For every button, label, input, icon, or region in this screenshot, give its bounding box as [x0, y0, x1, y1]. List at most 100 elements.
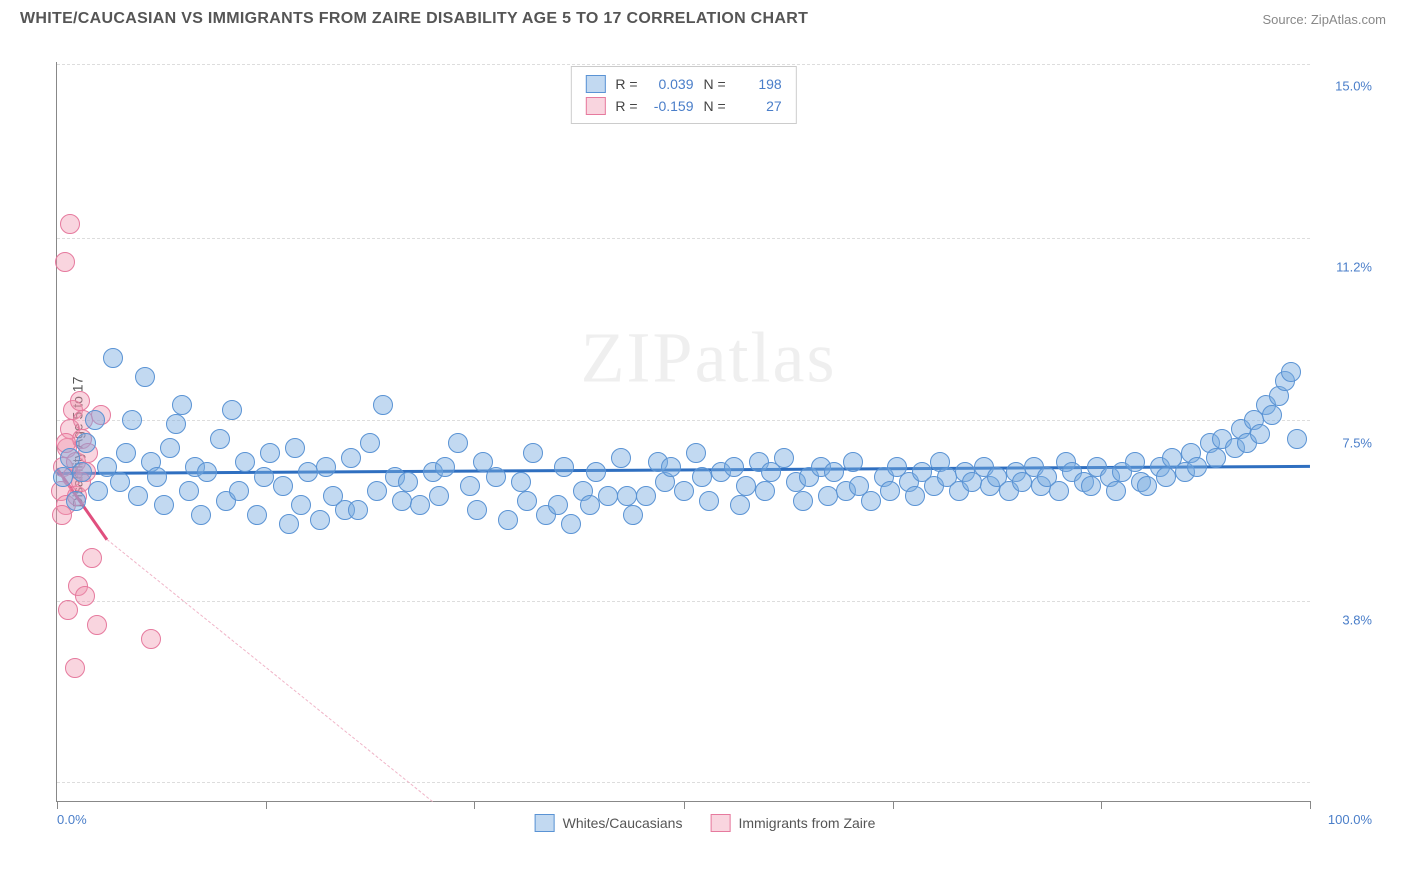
data-point — [674, 481, 694, 501]
data-point — [1187, 457, 1207, 477]
data-point — [82, 548, 102, 568]
x-label-left: 0.0% — [57, 812, 87, 827]
data-point — [298, 462, 318, 482]
data-point — [348, 500, 368, 520]
data-point — [316, 457, 336, 477]
legend-item-1: Whites/Caucasians — [535, 814, 683, 832]
data-point — [1262, 405, 1282, 425]
x-tick — [474, 801, 475, 809]
data-point — [55, 252, 75, 272]
data-point — [1281, 362, 1301, 382]
data-point — [398, 472, 418, 492]
data-point — [448, 433, 468, 453]
data-point — [172, 395, 192, 415]
data-point — [235, 452, 255, 472]
data-point — [824, 462, 844, 482]
swatch-bottom-2 — [710, 814, 730, 832]
data-point — [373, 395, 393, 415]
data-point — [75, 586, 95, 606]
data-point — [692, 467, 712, 487]
x-tick — [1310, 801, 1311, 809]
data-point — [222, 400, 242, 420]
data-point — [254, 467, 274, 487]
data-point — [880, 481, 900, 501]
swatch-series2 — [585, 97, 605, 115]
x-tick — [57, 801, 58, 809]
data-point — [435, 457, 455, 477]
data-point — [88, 481, 108, 501]
n-label-1: N = — [704, 76, 726, 92]
data-point — [166, 414, 186, 434]
data-point — [341, 448, 361, 468]
title-bar: WHITE/CAUCASIAN VS IMMIGRANTS FROM ZAIRE… — [0, 0, 1406, 36]
data-point — [724, 457, 744, 477]
data-point — [70, 391, 90, 411]
n-label-2: N = — [704, 98, 726, 114]
data-point — [179, 481, 199, 501]
data-point — [360, 433, 380, 453]
grid-line — [57, 64, 1310, 65]
r-value-2: -0.159 — [648, 98, 694, 114]
data-point — [229, 481, 249, 501]
data-point — [367, 481, 387, 501]
data-point — [1081, 476, 1101, 496]
data-point — [661, 457, 681, 477]
data-point — [279, 514, 299, 534]
data-point — [905, 486, 925, 506]
data-point — [498, 510, 518, 530]
trend-line — [107, 539, 433, 802]
data-point — [586, 462, 606, 482]
data-point — [147, 467, 167, 487]
data-point — [699, 491, 719, 511]
stats-row-1: R = 0.039 N = 198 — [585, 73, 781, 95]
data-point — [1049, 481, 1069, 501]
data-point — [843, 452, 863, 472]
data-point — [755, 481, 775, 501]
data-point — [686, 443, 706, 463]
data-point — [191, 505, 211, 525]
watermark: ZIPatlas — [581, 316, 837, 399]
n-value-2: 27 — [736, 98, 782, 114]
data-point — [122, 410, 142, 430]
x-tick — [893, 801, 894, 809]
data-point — [135, 367, 155, 387]
source-label: Source: ZipAtlas.com — [1262, 12, 1386, 27]
data-point — [116, 443, 136, 463]
data-point — [285, 438, 305, 458]
data-point — [76, 433, 96, 453]
swatch-series1 — [585, 75, 605, 93]
data-point — [1125, 452, 1145, 472]
grid-line — [57, 782, 1310, 783]
r-value-1: 0.039 — [648, 76, 694, 92]
x-label-right: 100.0% — [1328, 812, 1372, 827]
grid-line — [57, 601, 1310, 602]
data-point — [72, 462, 92, 482]
swatch-bottom-1 — [535, 814, 555, 832]
data-point — [554, 457, 574, 477]
data-point — [110, 472, 130, 492]
data-point — [517, 491, 537, 511]
plot-area: ZIPatlas R = 0.039 N = 198 R = -0.159 N … — [56, 62, 1310, 802]
legend-item-2: Immigrants from Zaire — [710, 814, 875, 832]
data-point — [467, 500, 487, 520]
stats-legend: R = 0.039 N = 198 R = -0.159 N = 27 — [570, 66, 796, 124]
data-point — [511, 472, 531, 492]
data-point — [548, 495, 568, 515]
data-point — [58, 600, 78, 620]
data-point — [247, 505, 267, 525]
data-point — [66, 491, 86, 511]
watermark-left: ZIP — [581, 317, 695, 397]
data-point — [429, 486, 449, 506]
data-point — [1106, 481, 1126, 501]
data-point — [260, 443, 280, 463]
data-point — [1156, 467, 1176, 487]
x-tick — [684, 801, 685, 809]
data-point — [85, 410, 105, 430]
data-point — [410, 495, 430, 515]
data-point — [793, 491, 813, 511]
data-point — [197, 462, 217, 482]
grid-line — [57, 420, 1310, 421]
data-point — [128, 486, 148, 506]
data-point — [460, 476, 480, 496]
data-point — [60, 214, 80, 234]
